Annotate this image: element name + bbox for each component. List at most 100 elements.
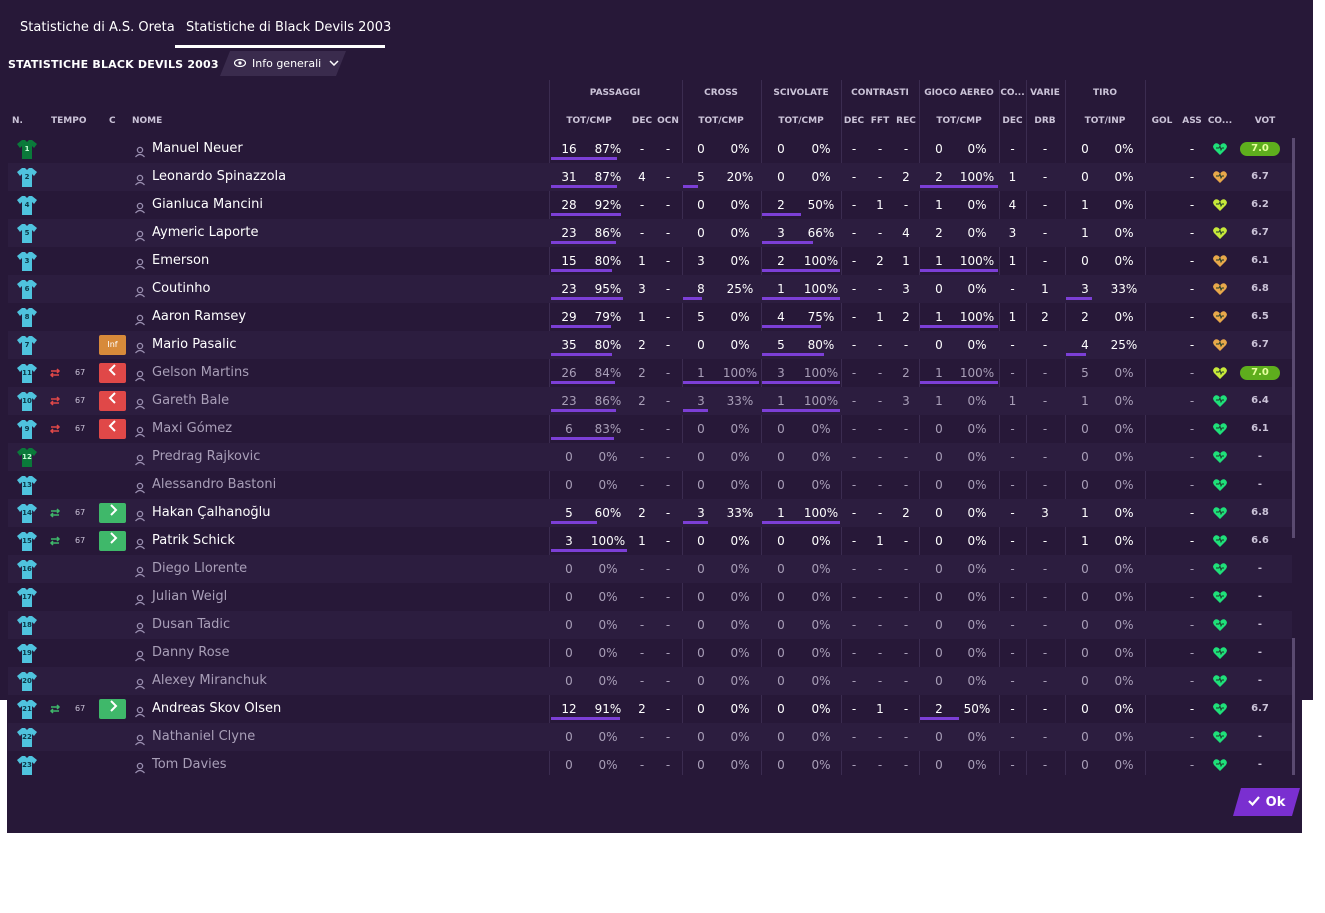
table-row[interactable]: 2 Leonardo Spinazzola 31 87% 4-5 20% 0 0% - -2 2 10… [8,163,1292,191]
player-name[interactable]: Maxi Gómez [152,421,233,436]
col-header-contr-rec[interactable]: REC [896,116,916,126]
table-row[interactable]: 13 Alessandro Bastoni 0 0% - - 0 0% 0 0% - - - 0 0% - - 0… [8,471,1292,499]
table-row[interactable]: 22 Nathaniel Clyne 0 0% - - 0 0% 0 0% - - - 0 0% - - 0 0% -… [8,723,1292,751]
player-name[interactable]: Nathaniel Clyne [152,729,256,744]
player-name[interactable]: Gianluca Mancini [152,197,264,212]
table-row[interactable]: 16 Diego Llorente 0 0% - - 0 0% 0 0% - - - 0 0% - - 0 0% - - [8,555,1292,583]
col-header-vot[interactable]: VOT [1254,116,1276,126]
player-profile-icon[interactable] [134,395,146,410]
table-row[interactable]: 11 67 Gelson Martins 26 84% 2-1 100% 3 100% - -2 1 1… [8,359,1292,387]
player-profile-icon[interactable] [134,171,146,186]
player-name[interactable]: Patrik Schick [152,533,235,548]
table-row[interactable]: 14 67 Hakan Çalhanoğlu 5 60% 2-3 33% 1 100% - -2 0 0… [8,499,1292,527]
divider [549,80,550,775]
col-header-aereo-totcmp[interactable]: TOT/CMP [936,116,982,126]
player-profile-icon[interactable] [134,367,146,382]
ok-button[interactable]: Ok [1233,788,1300,816]
table-row[interactable]: 3 Emerson 15 80% 1-3 0% 2 100% -2 1 1 100% 1-0 0% -6.1 [8,247,1292,275]
sub-in-icon [48,702,62,716]
player-name[interactable]: Hakan Çalhanoğlu [152,505,271,520]
player-profile-icon[interactable] [134,423,146,438]
col-header-co[interactable]: CO... [1207,116,1233,126]
player-profile-icon[interactable] [134,731,146,746]
table-row[interactable]: 15 67 Patrik Schick 3 100% 1 - 0 0% 0 0% - 1 - 0 0% - - 1 0… [8,527,1292,555]
table-row[interactable]: 7 Inf Mario Pasalic 35 80% 2 - 0 0% 5 80% - - - 0 0% - - 4… [8,331,1292,359]
player-profile-icon[interactable] [134,283,146,298]
player-profile-icon[interactable] [134,647,146,662]
player-name[interactable]: Aymeric Laporte [152,225,259,240]
player-name[interactable]: Leonardo Spinazzola [152,169,287,184]
player-profile-icon[interactable] [134,535,146,550]
player-profile-icon[interactable] [134,619,146,634]
scrollbar[interactable] [1292,138,1295,538]
player-name[interactable]: Predrag Rajkovic [152,449,261,464]
match-rating: - [1257,619,1263,630]
table-row[interactable]: 10 67 Gareth Bale 23 86% 2-3 33% 1 100% - -3 1 0% 1-1… [8,387,1292,415]
player-name[interactable]: Aaron Ramsey [152,309,247,324]
col-header-ass[interactable]: ASS [1182,116,1202,126]
col-header-tempo[interactable]: TEMPO [51,116,87,126]
player-name[interactable]: Coutinho [152,281,211,296]
col-header-num[interactable]: N. [12,116,23,126]
tab-oreta-stats[interactable]: Statistiche di A.S. Oreta [20,20,175,35]
player-name[interactable]: Alessandro Bastoni [152,477,277,492]
player-name[interactable]: Mario Pasalic [152,337,237,352]
player-profile-icon[interactable] [134,255,146,270]
player-profile-icon[interactable] [134,199,146,214]
col-header-contr-fft[interactable]: FFT [870,116,890,126]
player-profile-icon[interactable] [134,703,146,718]
player-name[interactable]: Andreas Skov Olsen [152,701,282,716]
col-header-co-dec[interactable]: DEC [1002,116,1023,126]
player-name[interactable]: Tom Davies [152,757,227,772]
table-row[interactable]: 1 Manuel Neuer 16 87% - - 0 0% 0 0% - - - 0 0% - - 0 0% - 7.… [8,135,1292,163]
goals [1149,331,1175,359]
player-name[interactable]: Emerson [152,253,210,268]
table-row[interactable]: 4 Gianluca Mancini 28 92% - - 0 0% 2 50% - 1 - 1 0% 4 - 1… [8,191,1292,219]
col-header-pass-ocn[interactable]: OCN [657,116,679,126]
view-dropdown[interactable]: Info generali [220,51,346,76]
player-profile-icon[interactable] [134,227,146,242]
table-row[interactable]: 8 Aaron Ramsey 29 79% 1 - 5 0% 4 75% - 1 2 1 100% 1 2 2 0%… [8,303,1292,331]
table-row[interactable]: 12 Predrag Rajkovic 0 0% - - 0 0% 0 0% - - - 0 0% - - 0 0%… [8,443,1292,471]
col-header-contr-dec[interactable]: DEC [843,116,865,126]
col-header-cross-totcmp[interactable]: TOT/CMP [698,116,744,126]
table-row[interactable]: 5 Aymeric Laporte 23 86% - - 0 0% 3 66% - - 4 2 0% 3 - 1 0… [8,219,1292,247]
player-name[interactable]: Manuel Neuer [152,141,243,156]
player-profile-icon[interactable] [134,675,146,690]
player-profile-icon[interactable] [134,143,146,158]
player-profile-icon[interactable] [134,311,146,326]
player-name[interactable]: Gelson Martins [152,365,250,380]
col-header-nome[interactable]: NOME [132,116,163,126]
table-row[interactable]: 19 Danny Rose 0 0% - - 0 0% 0 0% - - - 0 0% - - 0 0% - - [8,639,1292,667]
goals [1149,499,1175,527]
player-name[interactable]: Dusan Tadic [152,617,231,632]
tab-black-devils-stats[interactable]: Statistiche di Black Devils 2003 [186,20,392,35]
col-header-gol[interactable]: GOL [1151,116,1173,126]
player-name[interactable]: Danny Rose [152,645,230,660]
col-header-varie-drb[interactable]: DRB [1034,116,1056,126]
player-profile-icon[interactable] [134,507,146,522]
player-profile-icon[interactable] [134,339,146,354]
table-row[interactable]: 17 Julian Weigl 0 0% - - 0 0% 0 0% - - - 0 0% - - 0 0% - - [8,583,1292,611]
player-name[interactable]: Alexey Miranchuk [152,673,267,688]
player-name[interactable]: Gareth Bale [152,393,230,408]
table-row[interactable]: 20 Alexey Miranchuk 0 0% - - 0 0% 0 0% - - - 0 0% - - 0 0%… [8,667,1292,695]
player-profile-icon[interactable] [134,759,146,774]
player-profile-icon[interactable] [134,479,146,494]
col-header-c[interactable]: C [109,116,116,126]
table-row[interactable]: 18 Dusan Tadic 0 0% - - 0 0% 0 0% - - - 0 0% - - 0 0% - - [8,611,1292,639]
col-header-tiro-totinp[interactable]: TOT/INP [1084,116,1126,126]
table-row[interactable]: 6 Coutinho 23 95% 3-8 25% 1 100% - -3 0 0% -1 3 33% -6.… [8,275,1292,303]
player-profile-icon[interactable] [134,563,146,578]
player-name[interactable]: Diego Llorente [152,561,248,576]
col-header-pass-totcmp[interactable]: TOT/CMP [566,116,612,126]
col-header-sciv-totcmp[interactable]: TOT/CMP [778,116,824,126]
col-header-pass-dec[interactable]: DEC [631,116,653,126]
scrollbar-lower[interactable] [1292,638,1295,775]
player-profile-icon[interactable] [134,591,146,606]
player-profile-icon[interactable] [134,451,146,466]
player-name[interactable]: Julian Weigl [152,589,228,604]
table-row[interactable]: 23 Tom Davies 0 0% - - 0 0% 0 0% - - - 0 0% - - 0 0% - - [8,751,1292,779]
table-row[interactable]: 21 67 Andreas Skov Olsen 12 91% 2 - 0 0% 0 0% - 1 - 2 5… [8,695,1292,723]
table-row[interactable]: 9 67 Maxi Gómez 6 83% - - 0 0% 0 0% - - - 0 0% - - 0 0% - 6.1 [8,415,1292,443]
